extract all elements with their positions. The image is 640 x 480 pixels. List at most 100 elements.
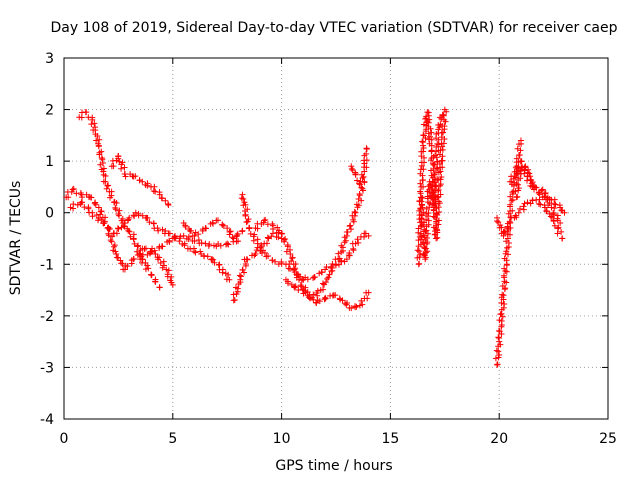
data-point <box>432 200 439 207</box>
data-point <box>191 232 198 239</box>
data-point <box>433 205 440 212</box>
data-point <box>520 203 527 210</box>
x-tick-label: 20 <box>490 431 508 447</box>
data-point <box>157 260 164 267</box>
data-point <box>125 227 132 234</box>
data-point <box>162 197 169 204</box>
y-tick-label: -1 <box>40 257 54 273</box>
data-point <box>118 165 125 172</box>
data-point <box>284 278 291 285</box>
data-point <box>426 140 433 147</box>
data-point <box>421 251 428 258</box>
data-point <box>216 261 223 268</box>
data-point <box>418 215 425 222</box>
data-point <box>423 205 430 212</box>
data-point <box>552 201 559 208</box>
data-point <box>243 256 250 263</box>
data-point <box>434 140 441 147</box>
data-point <box>187 227 194 234</box>
data-point <box>261 217 268 224</box>
data-point <box>550 218 557 225</box>
data-point <box>311 274 318 281</box>
x-tick-label: 5 <box>168 431 177 447</box>
data-point <box>346 223 353 230</box>
data-point <box>180 232 187 239</box>
data-point <box>352 304 359 311</box>
data-point <box>144 182 151 189</box>
data-point <box>358 197 365 204</box>
data-point <box>535 200 542 207</box>
data-point <box>365 232 372 239</box>
data-point <box>348 226 355 233</box>
data-point <box>225 271 232 278</box>
data-point <box>417 194 424 201</box>
data-point <box>350 218 357 225</box>
data-point <box>244 218 251 225</box>
data-point <box>144 251 151 258</box>
data-points <box>63 106 568 368</box>
data-point <box>124 263 131 270</box>
data-point <box>515 152 522 159</box>
data-point <box>495 327 502 334</box>
data-point <box>112 204 119 211</box>
data-point <box>352 171 359 178</box>
data-point <box>224 225 231 232</box>
data-point <box>152 188 159 195</box>
chart-title: Day 108 of 2019, Sidereal Day-to-day VTE… <box>51 20 618 36</box>
data-point <box>502 229 509 236</box>
data-point <box>239 191 246 198</box>
data-point <box>163 266 170 273</box>
data-point <box>264 234 271 241</box>
data-point <box>114 254 121 261</box>
data-point <box>156 191 163 198</box>
data-point <box>416 197 423 204</box>
data-point <box>182 222 189 229</box>
data-point <box>159 243 166 250</box>
data-point <box>541 193 548 200</box>
data-point <box>358 171 365 178</box>
data-point <box>115 153 122 160</box>
data-point <box>304 276 311 283</box>
data-point <box>105 232 112 239</box>
data-point <box>494 361 501 368</box>
data-point <box>185 236 192 243</box>
data-point <box>220 222 227 229</box>
data-point <box>295 271 302 278</box>
data-point <box>219 269 226 276</box>
data-point <box>359 175 366 182</box>
data-point <box>316 298 323 305</box>
data-point <box>250 237 257 244</box>
data-point <box>111 242 118 249</box>
data-point <box>507 219 514 226</box>
data-point <box>499 283 506 290</box>
data-point <box>421 252 428 259</box>
data-point <box>98 155 105 162</box>
data-point <box>415 225 422 232</box>
data-point <box>434 158 441 165</box>
data-point <box>427 157 434 164</box>
data-point <box>321 296 328 303</box>
data-point <box>422 228 429 235</box>
data-point <box>361 152 368 159</box>
data-point <box>106 226 113 233</box>
data-point <box>439 143 446 150</box>
data-point <box>275 229 282 236</box>
data-point <box>496 224 503 231</box>
data-point <box>551 211 558 218</box>
data-point <box>425 209 432 216</box>
data-point <box>219 221 226 228</box>
data-point <box>107 237 114 244</box>
data-point <box>529 182 536 189</box>
data-point <box>121 220 128 227</box>
data-point <box>513 180 520 187</box>
data-point <box>288 258 295 265</box>
data-point <box>105 225 112 232</box>
data-point <box>524 199 531 206</box>
data-point <box>507 214 514 221</box>
y-tick-label: 0 <box>45 206 54 222</box>
data-point <box>154 256 161 263</box>
data-point <box>234 230 241 237</box>
data-point <box>498 317 505 324</box>
data-point <box>282 236 289 243</box>
